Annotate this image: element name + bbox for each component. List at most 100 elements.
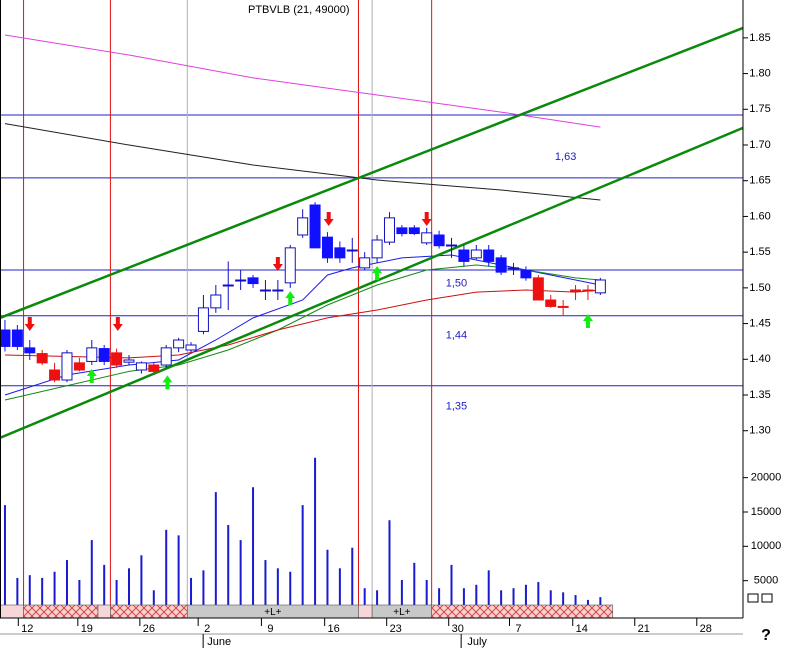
zoom-icon[interactable] — [761, 593, 773, 603]
x-tick-label: 16 — [328, 623, 340, 635]
candle-body — [421, 232, 433, 244]
x-tick-label: 2 — [204, 623, 210, 635]
candle-body — [86, 347, 98, 362]
annotation: 1,35 — [446, 400, 467, 412]
candle-body — [446, 244, 458, 247]
annotation: 1,44 — [446, 330, 467, 342]
candle-body — [408, 227, 420, 235]
candle-body — [346, 249, 358, 252]
x-tick-label: 23 — [390, 623, 402, 635]
signal-arrow — [582, 314, 593, 328]
zoom-icon[interactable] — [747, 593, 759, 603]
candle-body — [483, 249, 495, 262]
candle-body — [495, 257, 507, 273]
strip-label: +L+ — [393, 607, 410, 618]
candle-body — [284, 247, 296, 284]
y-tick-label: 1.65 — [749, 175, 770, 187]
signal-arrow — [86, 369, 97, 383]
candle-body — [396, 227, 408, 235]
candle-body — [470, 249, 482, 259]
candle-body — [570, 289, 582, 292]
signal-strip — [0, 604, 24, 619]
candle-body — [36, 353, 48, 364]
candle-body — [123, 359, 135, 363]
signal-arrow — [372, 266, 383, 281]
candle-body — [433, 234, 445, 247]
trend-line — [0, 26, 744, 320]
x-tick-label: 12 — [21, 623, 33, 635]
x-tick-label: 30 — [452, 623, 464, 635]
candle-body — [309, 204, 321, 249]
candle-body — [185, 344, 197, 351]
candle-body — [247, 277, 259, 285]
y-tick-label: 1.30 — [749, 425, 770, 437]
candle-body — [222, 284, 234, 287]
y-tick-label: 1.75 — [749, 103, 770, 115]
chart-title: PTBVLB (21, 49000) — [248, 4, 350, 16]
annotation: 1,50 — [446, 277, 467, 289]
annotation: 1,63 — [555, 151, 576, 163]
candle-body — [557, 305, 569, 308]
candle-body — [235, 279, 247, 282]
candle-body — [210, 294, 222, 309]
candle-body — [272, 289, 284, 292]
candle-body — [98, 348, 110, 362]
y-tick-label: 20000 — [751, 472, 782, 484]
y-tick-label: 10000 — [751, 540, 782, 552]
candle-body — [334, 247, 346, 259]
strip-label: +L+ — [264, 607, 281, 618]
candle-body — [73, 362, 85, 371]
candle-body — [111, 352, 123, 366]
candle-body — [458, 249, 470, 262]
moving-average — [4, 123, 601, 201]
signal-strip — [110, 604, 188, 619]
candle-body — [532, 277, 544, 301]
candle-body — [148, 364, 160, 372]
y-tick-label: 1.80 — [749, 67, 770, 79]
help-button[interactable]: ? — [761, 627, 771, 644]
candle-body — [197, 307, 209, 332]
candle-body — [11, 329, 23, 347]
candle-body — [520, 269, 532, 279]
candle-body — [508, 267, 520, 270]
signal-strip — [97, 604, 111, 619]
signal-arrow — [112, 317, 123, 331]
candle-body — [371, 239, 383, 259]
candle-body — [297, 217, 309, 236]
y-tick-label: 1.55 — [749, 246, 770, 258]
y-tick-label: 5000 — [754, 575, 778, 587]
x-tick-label: 19 — [81, 623, 93, 635]
candle-body — [61, 352, 73, 381]
candle-body — [582, 289, 594, 292]
y-tick-label: 1.45 — [749, 317, 770, 329]
x-tick-label: 9 — [267, 623, 273, 635]
signal-arrow — [272, 257, 283, 271]
candle-body — [321, 236, 333, 259]
candle-body — [49, 369, 61, 381]
x-tick-label: 14 — [576, 623, 588, 635]
signal-strip — [431, 604, 614, 619]
candle-body — [135, 362, 147, 371]
candle-body — [594, 279, 606, 294]
signal-strip — [23, 604, 99, 619]
signal-arrow — [162, 375, 173, 390]
candle-body — [359, 257, 371, 269]
y-tick-label: 1.60 — [749, 210, 770, 222]
y-tick-label: 1.85 — [749, 32, 770, 44]
y-tick-label: 15000 — [751, 506, 782, 518]
x-tick-label: 26 — [143, 623, 155, 635]
y-tick-label: 1.70 — [749, 139, 770, 151]
month-label: June — [207, 636, 231, 648]
candle-body — [173, 339, 185, 349]
y-tick-label: 1.35 — [749, 389, 770, 401]
x-tick-label: 21 — [638, 623, 650, 635]
candle-body — [383, 217, 395, 243]
trend-line — [0, 126, 744, 440]
candle-body — [545, 299, 557, 307]
zoom-widget[interactable] — [747, 593, 773, 603]
x-tick-label: 28 — [700, 623, 712, 635]
signal-arrow — [24, 317, 35, 331]
